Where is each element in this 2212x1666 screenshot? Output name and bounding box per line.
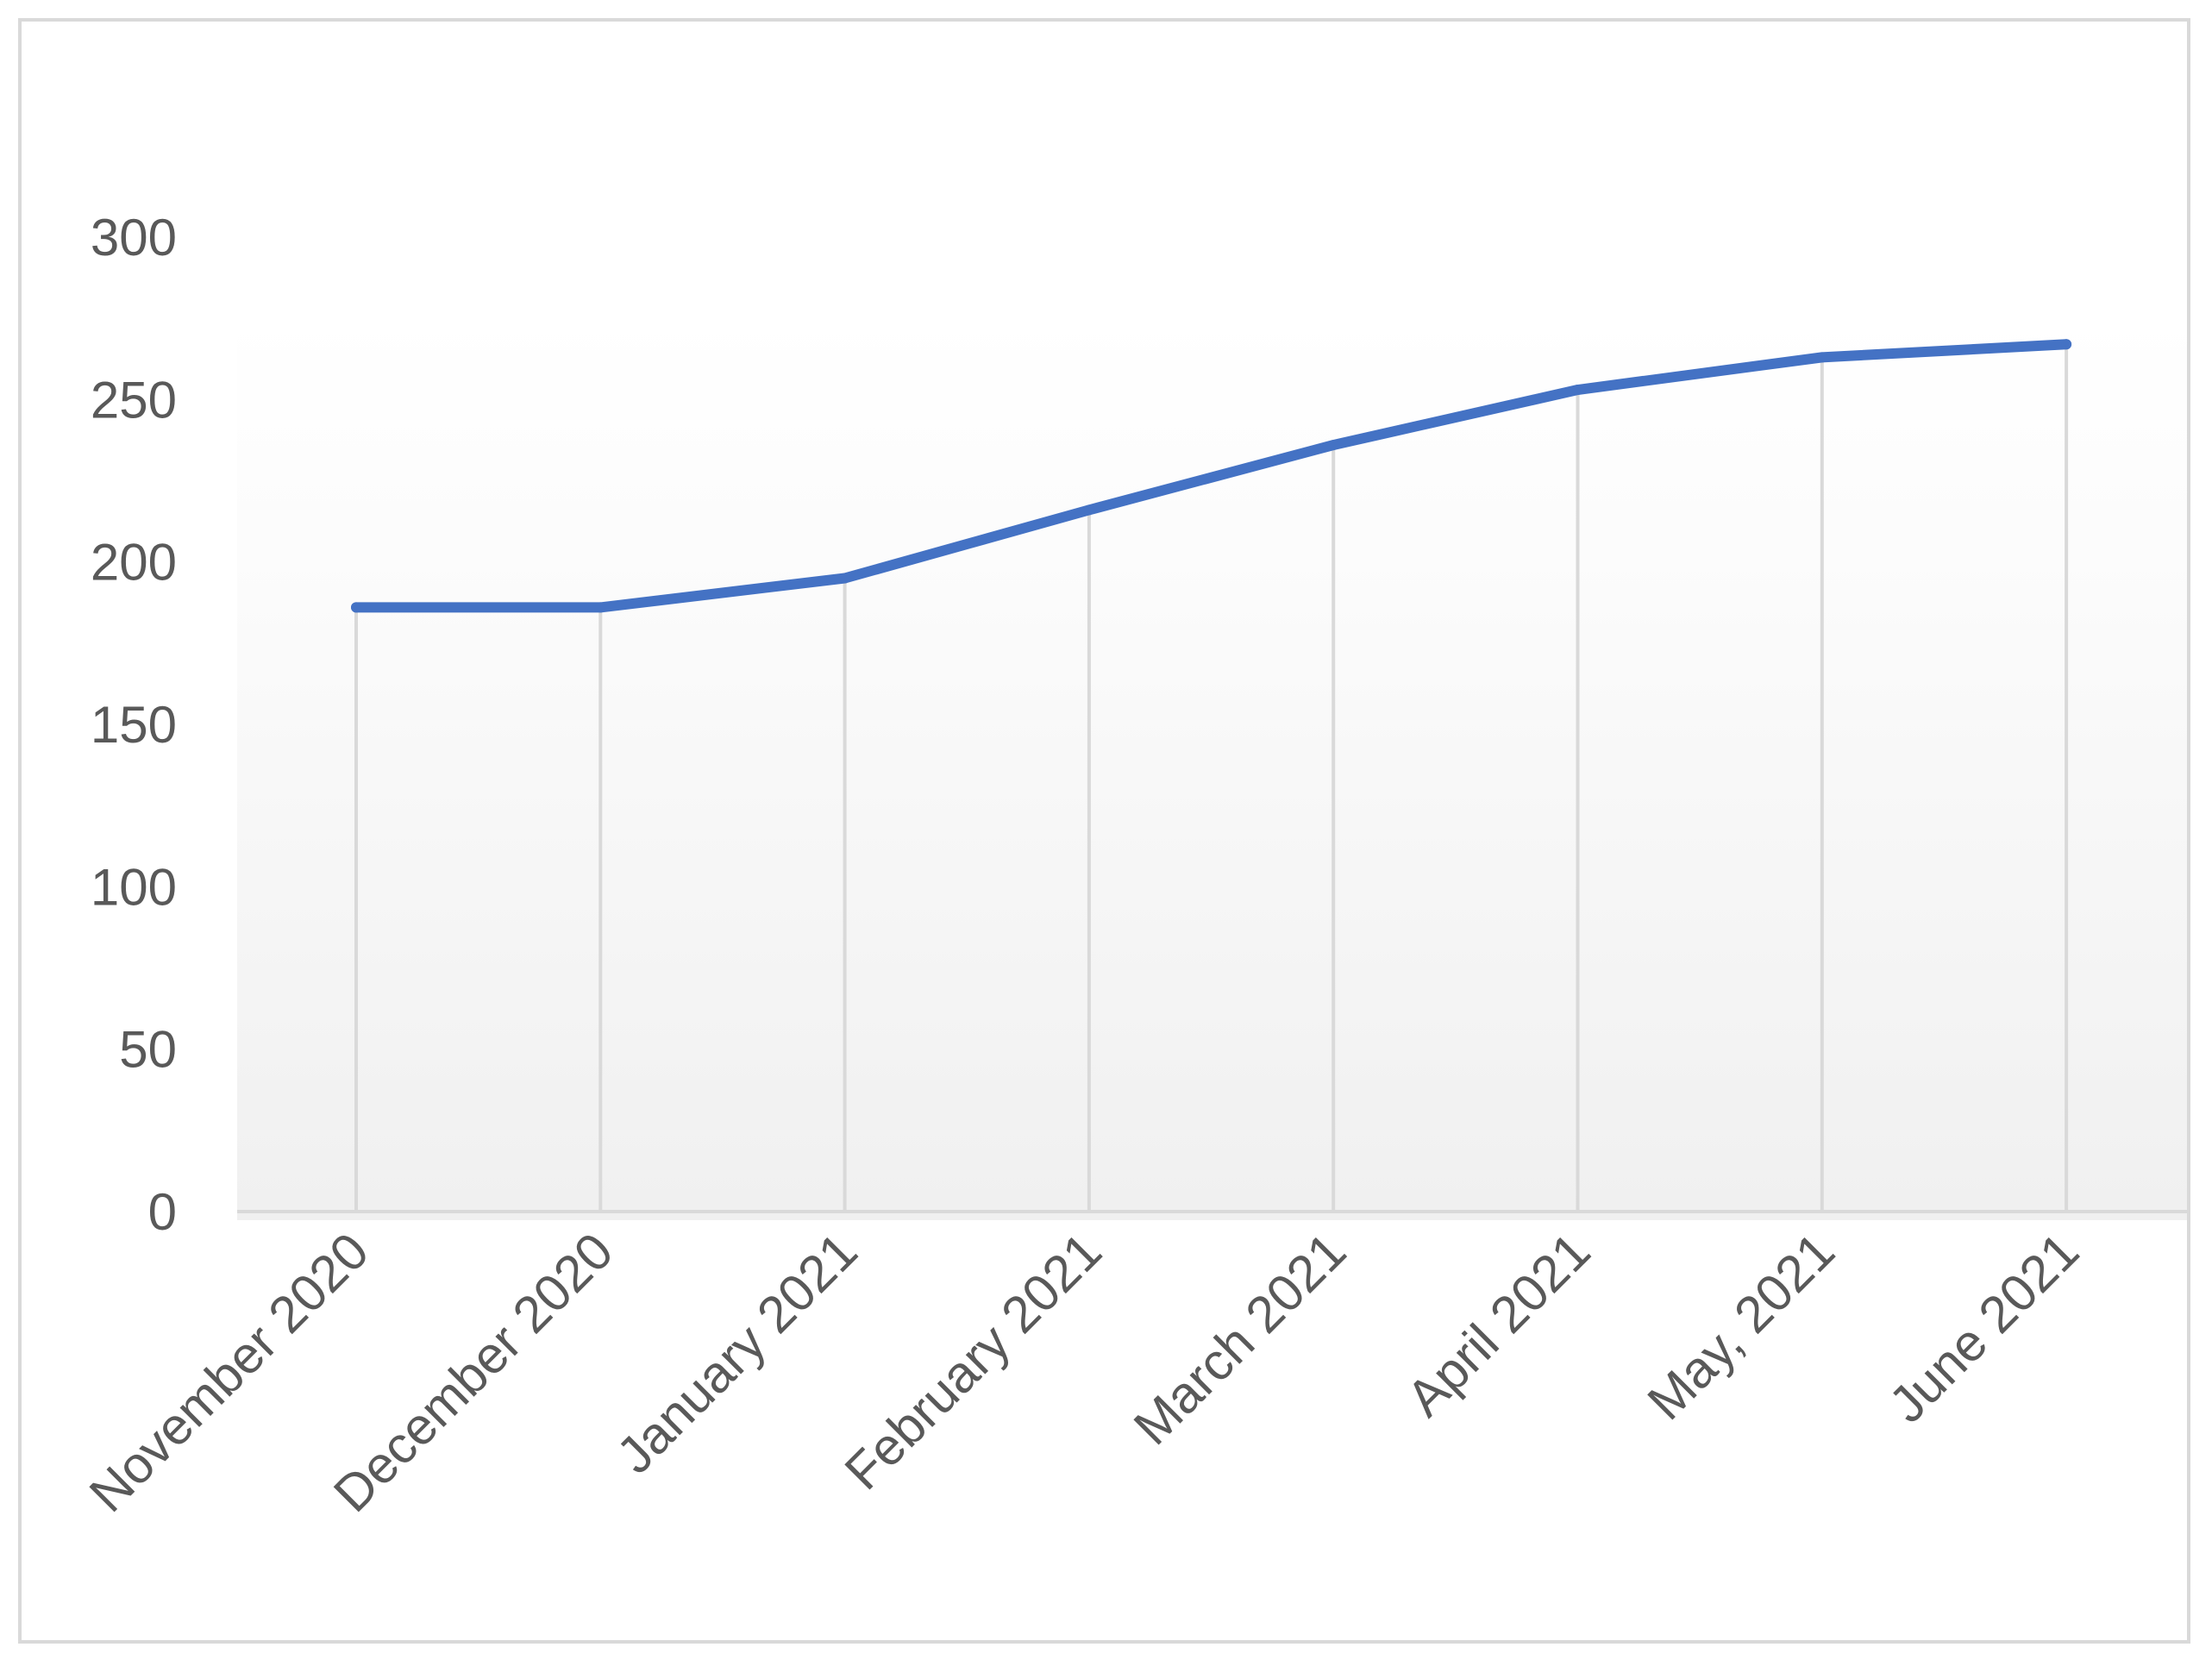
chart-container: 0 50 100 150 200 250 300 November 2020 December…: [18, 18, 2190, 1644]
data-point: [1816, 352, 1827, 363]
series-group: [351, 339, 2072, 613]
data-point: [351, 602, 361, 613]
data-point: [2061, 339, 2072, 350]
y-tick-label: 300: [91, 209, 177, 266]
x-tick-label: February 2021: [834, 1222, 1112, 1500]
y-axis-tick-labels: 0 50 100 150 200 250 300: [91, 209, 177, 1241]
drop-lines: [354, 344, 2069, 1212]
y-tick-label: 150: [91, 696, 177, 754]
x-tick-label: May, 2021: [1637, 1222, 1845, 1431]
data-point: [1572, 385, 1583, 396]
series-line: [351, 339, 2072, 613]
data-point: [595, 602, 606, 613]
x-tick-label: January 2021: [605, 1222, 868, 1484]
line-chart: 0 50 100 150 200 250 300 November 2020December…: [78, 209, 2187, 1523]
data-point: [1083, 504, 1094, 516]
x-tick-label: June 2021: [1878, 1222, 2090, 1434]
y-tick-label: 50: [119, 1021, 177, 1079]
data-point: [839, 573, 850, 584]
plot-area-background: [237, 315, 2187, 1220]
y-tick-label: 100: [91, 858, 177, 916]
x-tick-label: April 2021: [1395, 1222, 1601, 1427]
x-tick-label: March 2021: [1123, 1222, 1357, 1456]
data-point: [1328, 440, 1339, 451]
y-tick-label: 200: [91, 534, 177, 592]
y-tick-label: 250: [91, 371, 177, 429]
y-tick-label: 0: [148, 1183, 177, 1241]
